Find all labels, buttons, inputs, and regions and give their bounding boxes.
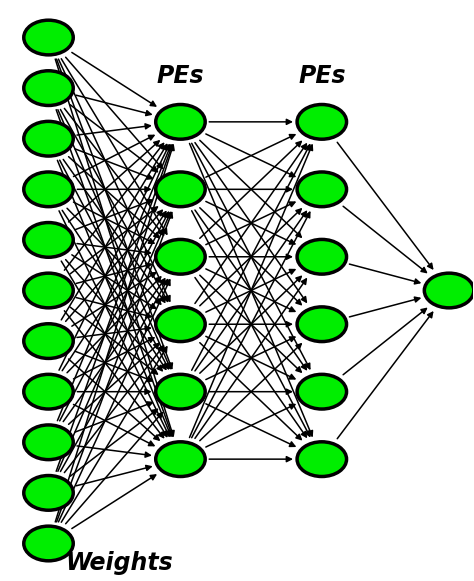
Text: PEs: PEs [298, 64, 346, 88]
Ellipse shape [156, 442, 205, 476]
Ellipse shape [156, 105, 205, 139]
Ellipse shape [24, 223, 73, 257]
Ellipse shape [24, 475, 73, 510]
Ellipse shape [24, 526, 73, 561]
Ellipse shape [297, 172, 346, 207]
Ellipse shape [24, 172, 73, 207]
Ellipse shape [24, 273, 73, 308]
Ellipse shape [297, 442, 346, 476]
Ellipse shape [156, 374, 205, 409]
Ellipse shape [424, 273, 474, 308]
Ellipse shape [24, 425, 73, 460]
Ellipse shape [24, 20, 73, 55]
Ellipse shape [297, 374, 346, 409]
Ellipse shape [24, 71, 73, 106]
Ellipse shape [156, 239, 205, 274]
Ellipse shape [156, 172, 205, 207]
Ellipse shape [24, 324, 73, 358]
Ellipse shape [24, 374, 73, 409]
Ellipse shape [24, 121, 73, 156]
Ellipse shape [297, 239, 346, 274]
Ellipse shape [156, 307, 205, 342]
Ellipse shape [297, 105, 346, 139]
Text: PEs: PEs [156, 64, 204, 88]
Text: Weights: Weights [65, 551, 173, 575]
Ellipse shape [297, 307, 346, 342]
